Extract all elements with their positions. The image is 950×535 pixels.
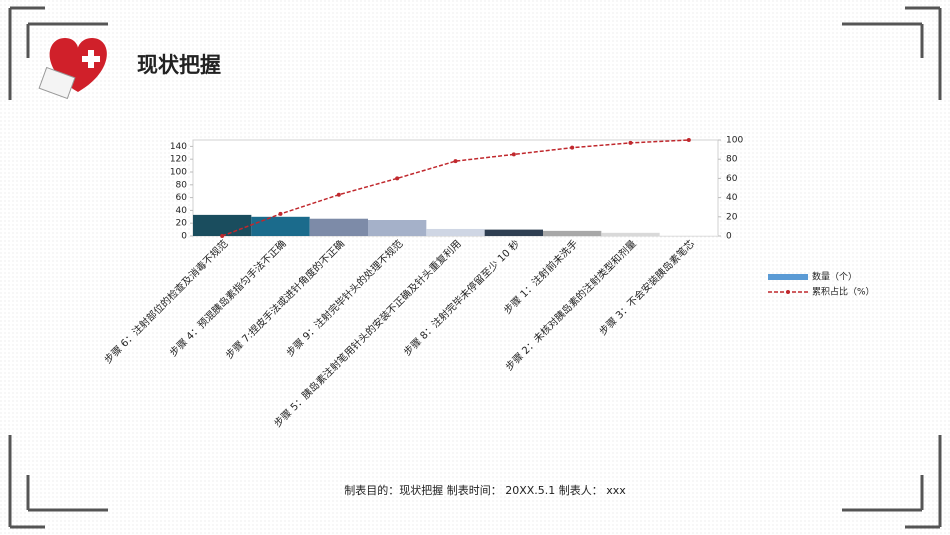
line-point: [628, 140, 633, 145]
line-point: [453, 159, 458, 164]
y-tick-label: 140: [170, 142, 187, 152]
heart-icon: [38, 38, 107, 100]
line-point: [570, 145, 575, 150]
y2-tick-label: 40: [726, 193, 738, 203]
bar: [193, 214, 252, 236]
legend-swatch: [768, 274, 808, 280]
bar: [601, 232, 660, 236]
bar: [368, 220, 427, 236]
y2-tick-label: 80: [726, 155, 738, 165]
footer: 制表目的：现状把握 制表时间： 20XX.5.1 制表人： xxx: [344, 483, 626, 497]
slide-title: 现状把握: [137, 53, 221, 77]
y-tick-label: 80: [176, 180, 188, 190]
bar: [251, 216, 310, 236]
y-tick-label: 100: [170, 168, 187, 178]
bar: [659, 235, 718, 236]
legend-label: 累积占比（%）: [812, 286, 875, 298]
line-point: [511, 152, 516, 157]
bar: [484, 229, 543, 236]
y-tick-label: 40: [176, 206, 188, 216]
bar: [426, 228, 485, 236]
y-tick-label: 120: [170, 155, 187, 165]
bar: [543, 230, 602, 236]
line-point: [686, 138, 691, 142]
y-tick-label: 20: [176, 219, 188, 229]
y-tick-label: 60: [176, 193, 188, 203]
legend-swatch: [786, 290, 790, 294]
legend-label: 数量（个）: [812, 271, 857, 283]
y2-tick-label: 0: [726, 232, 732, 242]
y2-tick-label: 20: [726, 212, 738, 222]
line-point: [278, 211, 283, 216]
line-point: [395, 176, 400, 181]
y2-tick-label: 100: [726, 136, 743, 146]
corner-brackets: [8, 6, 942, 529]
line-point: [220, 234, 225, 238]
bar: [309, 218, 368, 236]
y-tick-label: 0: [181, 232, 187, 242]
line-point: [336, 192, 341, 197]
y2-tick-label: 60: [726, 174, 738, 184]
